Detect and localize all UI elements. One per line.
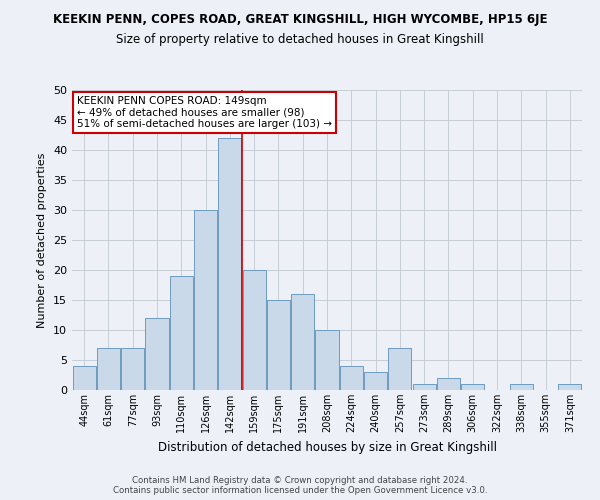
X-axis label: Distribution of detached houses by size in Great Kingshill: Distribution of detached houses by size …: [157, 440, 497, 454]
Bar: [559, 384, 581, 390]
Bar: [170, 276, 193, 390]
Bar: [267, 300, 290, 390]
Bar: [316, 330, 338, 390]
Text: KEEKIN PENN, COPES ROAD, GREAT KINGSHILL, HIGH WYCOMBE, HP15 6JE: KEEKIN PENN, COPES ROAD, GREAT KINGSHILL…: [53, 12, 547, 26]
Bar: [145, 318, 169, 390]
Bar: [194, 210, 217, 390]
Text: KEEKIN PENN COPES ROAD: 149sqm
← 49% of detached houses are smaller (98)
51% of : KEEKIN PENN COPES ROAD: 149sqm ← 49% of …: [77, 96, 332, 129]
Bar: [121, 348, 144, 390]
Bar: [413, 384, 436, 390]
Bar: [97, 348, 120, 390]
Bar: [437, 378, 460, 390]
Text: Size of property relative to detached houses in Great Kingshill: Size of property relative to detached ho…: [116, 32, 484, 46]
Bar: [340, 366, 363, 390]
Text: Contains public sector information licensed under the Open Government Licence v3: Contains public sector information licen…: [113, 486, 487, 495]
Bar: [510, 384, 533, 390]
Bar: [291, 294, 314, 390]
Y-axis label: Number of detached properties: Number of detached properties: [37, 152, 47, 328]
Text: Contains HM Land Registry data © Crown copyright and database right 2024.: Contains HM Land Registry data © Crown c…: [132, 476, 468, 485]
Bar: [388, 348, 412, 390]
Bar: [242, 270, 266, 390]
Bar: [461, 384, 484, 390]
Bar: [218, 138, 241, 390]
Bar: [364, 372, 387, 390]
Bar: [73, 366, 95, 390]
